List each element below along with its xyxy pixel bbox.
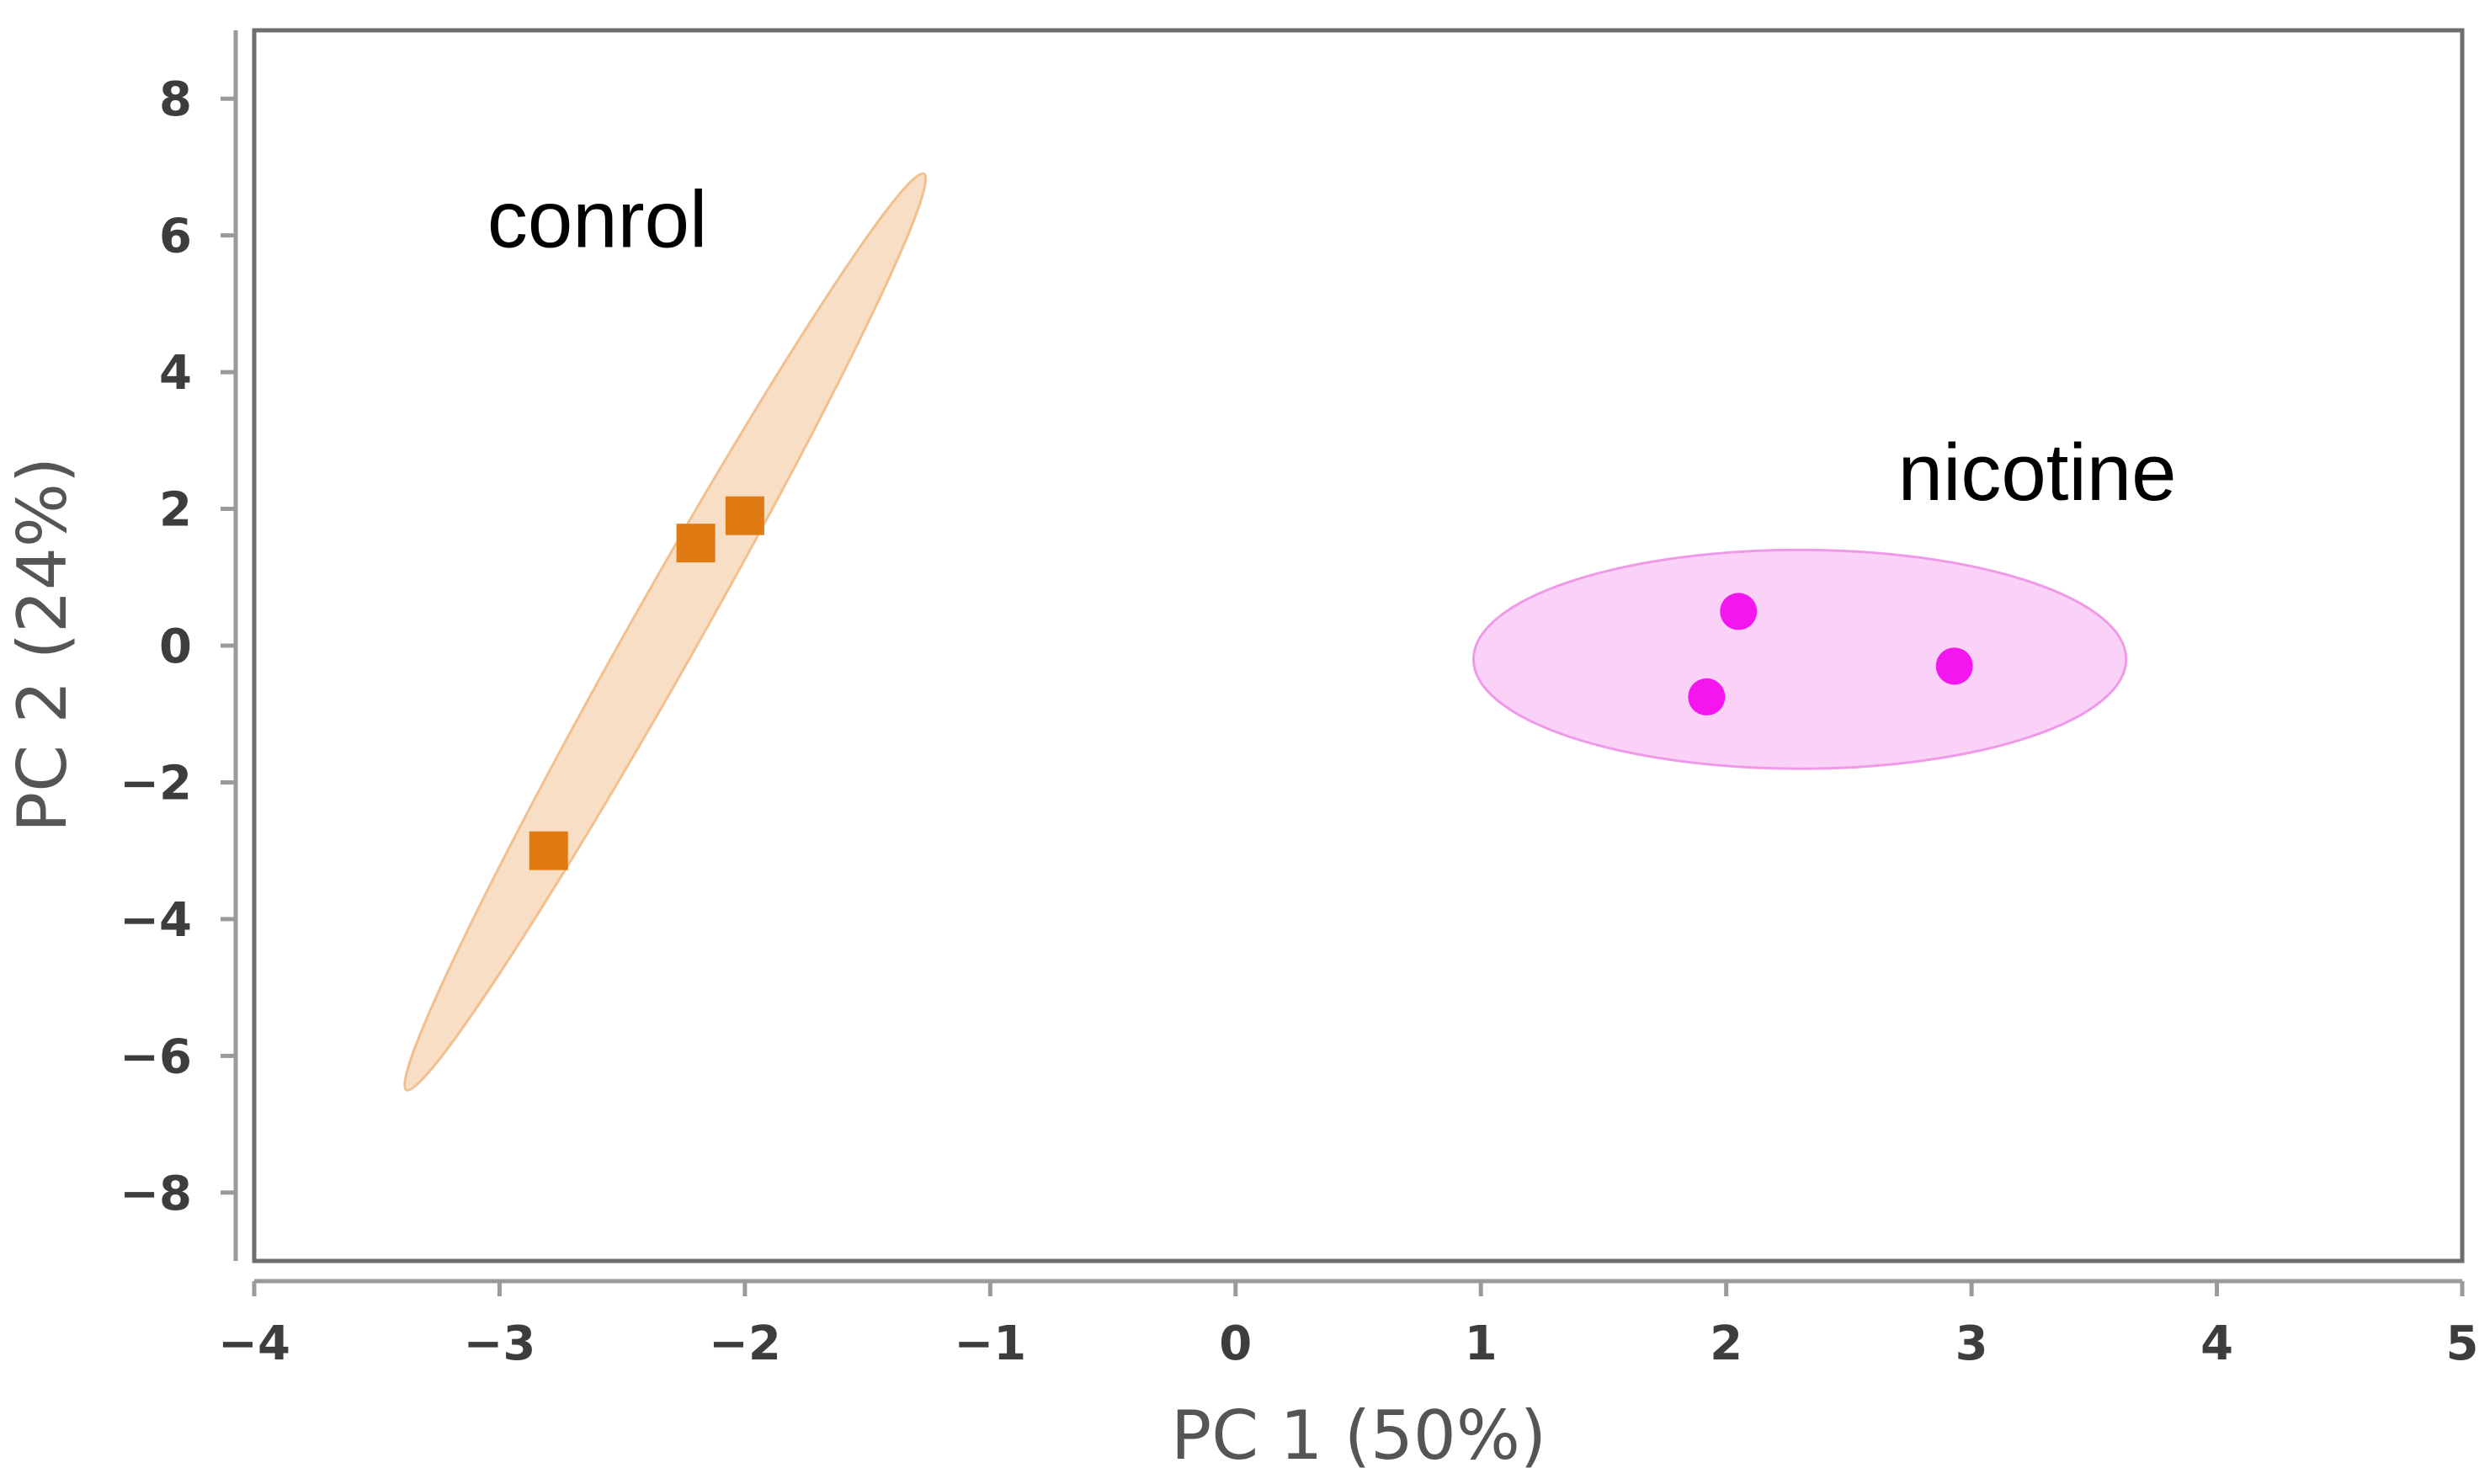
group-label-control: conrol <box>487 174 707 264</box>
x-tick-label: −2 <box>709 1316 781 1371</box>
x-tick-label: 3 <box>1955 1316 1988 1371</box>
point-conrol <box>529 831 568 870</box>
y-axis-title: PC 2 (24%) <box>3 457 82 832</box>
x-tick-label: 5 <box>2446 1316 2479 1371</box>
y-tick-label: −6 <box>120 1029 192 1084</box>
x-tick-label: −4 <box>218 1316 290 1371</box>
y-tick-label: −4 <box>120 893 192 948</box>
x-axis-ticks: −4 −3 −2 −1 0 1 2 3 4 5 <box>218 1281 2478 1371</box>
y-tick-label: −8 <box>120 1167 192 1221</box>
y-tick-label: 2 <box>159 483 192 538</box>
y-axis-ticks: −8 −6 −4 −2 0 2 4 6 8 <box>120 72 236 1221</box>
y-tick-label: 0 <box>159 620 192 674</box>
x-tick-label: −3 <box>463 1316 535 1371</box>
y-tick-label: 4 <box>159 346 192 401</box>
x-axis-title: PC 1 (50%) <box>1171 1396 1546 1475</box>
group-label-nicotine: nicotine <box>1898 428 2177 518</box>
ellipse-nicotine <box>1471 548 2128 770</box>
point-nicotine <box>1688 678 1726 715</box>
x-tick-label: 1 <box>1465 1316 1498 1371</box>
x-tick-label: 4 <box>2200 1316 2233 1371</box>
point-nicotine <box>1720 593 1758 630</box>
data-points <box>529 496 1973 870</box>
y-tick-label: 8 <box>159 72 192 127</box>
point-nicotine <box>1935 647 1973 685</box>
x-tick-label: −1 <box>954 1316 1026 1371</box>
y-tick-label: −2 <box>120 756 192 811</box>
point-conrol <box>676 524 716 563</box>
x-tick-label: 0 <box>1219 1316 1252 1371</box>
y-tick-label: 6 <box>159 210 192 264</box>
point-conrol <box>725 496 764 535</box>
plot-frame <box>252 28 2465 1263</box>
x-tick-label: 2 <box>1710 1316 1742 1371</box>
